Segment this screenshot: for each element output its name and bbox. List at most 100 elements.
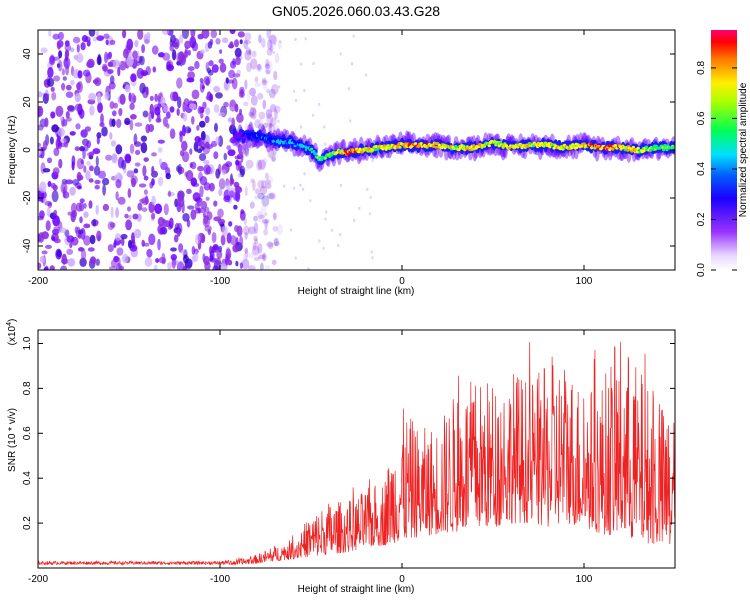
colorbar-gradient — [711, 30, 737, 270]
noise-blob — [42, 140, 48, 151]
noise-dot — [294, 37, 297, 42]
noise-blob — [215, 92, 223, 99]
noise-blob — [70, 47, 75, 53]
signal-core — [636, 146, 640, 150]
noise-blob — [110, 259, 118, 268]
noise-blob — [179, 131, 183, 143]
signal-core — [593, 146, 597, 150]
noise-blob — [234, 47, 242, 58]
noise-dot — [322, 246, 325, 250]
noise-blob — [109, 39, 116, 46]
noise-blob — [251, 50, 257, 58]
noise-blob — [140, 135, 147, 142]
noise-blob — [65, 49, 70, 59]
noise-blob — [155, 258, 160, 263]
noise-dot — [339, 233, 342, 237]
noise-blob — [117, 66, 121, 77]
noise-dot — [271, 89, 275, 93]
noise-blob — [211, 232, 217, 243]
spectrogram-y-axis: -40 -20 0 20 40 — [22, 48, 675, 253]
noise-blob — [53, 209, 58, 216]
noise-blob — [205, 196, 210, 201]
noise-blob — [212, 243, 219, 251]
noise-dot — [350, 62, 354, 66]
noise-blob — [107, 69, 114, 74]
signal-core — [672, 145, 675, 149]
noise-blob — [176, 77, 183, 89]
y-tick-label: 40 — [22, 48, 33, 60]
noise-blob — [244, 186, 248, 197]
signal-core — [239, 132, 243, 136]
noise-blob — [89, 234, 96, 245]
noise-blob — [245, 159, 254, 169]
noise-blob — [252, 107, 257, 120]
noise-blob — [200, 200, 208, 210]
noise-blob — [201, 30, 210, 39]
noise-blob — [239, 39, 243, 44]
noise-blob — [121, 159, 127, 170]
noise-blob — [196, 200, 201, 207]
noise-blob — [194, 136, 201, 143]
noise-dot — [317, 102, 321, 106]
signal-core — [548, 145, 552, 149]
noise-blob — [216, 250, 223, 260]
signal-core — [242, 136, 246, 140]
noise-blob — [159, 227, 166, 235]
noise-blob — [205, 141, 210, 149]
noise-blob — [217, 218, 226, 225]
noise-blob — [187, 71, 196, 80]
noise-blob — [120, 237, 125, 247]
noise-blob — [203, 164, 211, 176]
noise-blob — [252, 179, 256, 191]
noise-blob — [124, 154, 132, 164]
noise-blob — [273, 125, 281, 137]
noise-blob — [199, 120, 206, 128]
noise-blob — [151, 195, 157, 206]
noise-blob — [199, 81, 205, 93]
colorbar-label: Normalized spectral amplitude — [738, 82, 749, 217]
noise-blob — [250, 95, 258, 106]
noise-blob — [129, 143, 135, 154]
noise-dot — [352, 34, 355, 38]
noise-blob — [182, 112, 188, 122]
noise-blob — [114, 233, 121, 241]
noise-blob — [266, 60, 273, 73]
noise-blob — [134, 122, 143, 127]
signal-core — [536, 141, 541, 145]
snr-x-axis: -200 -100 0 100 — [28, 330, 593, 585]
noise-blob — [61, 82, 66, 91]
noise-blob — [154, 106, 161, 116]
noise-dot — [312, 61, 315, 66]
noise-blob — [112, 110, 117, 117]
noise-blob — [205, 107, 211, 115]
y-tick-label: 20 — [22, 96, 33, 108]
y-tick-label: 0.6 — [22, 426, 33, 440]
noise-blob — [116, 118, 122, 128]
noise-blob — [142, 165, 147, 177]
noise-blob — [110, 206, 114, 219]
noise-blob — [204, 115, 210, 124]
noise-blob — [55, 105, 64, 117]
signal-core — [434, 145, 438, 149]
noise-blob — [132, 50, 138, 60]
noise-blob — [63, 56, 71, 69]
noise-dot — [271, 158, 274, 162]
noise-blob — [45, 220, 51, 232]
noise-blob — [221, 169, 227, 176]
noise-blob — [168, 190, 171, 197]
noise-blob — [154, 93, 159, 102]
noise-dot — [339, 52, 342, 56]
noise-blob — [209, 93, 214, 102]
noise-blob — [250, 112, 255, 118]
noise-blob — [240, 209, 245, 215]
noise-blob — [79, 257, 87, 267]
noise-dot — [324, 142, 327, 146]
noise-blob — [162, 116, 168, 127]
noise-blob — [56, 250, 62, 258]
noise-blob — [215, 168, 221, 179]
noise-blob — [72, 36, 81, 44]
noise-blob — [184, 258, 193, 269]
noise-dot — [352, 218, 356, 222]
signal-core — [314, 152, 318, 156]
noise-blob — [269, 34, 277, 45]
